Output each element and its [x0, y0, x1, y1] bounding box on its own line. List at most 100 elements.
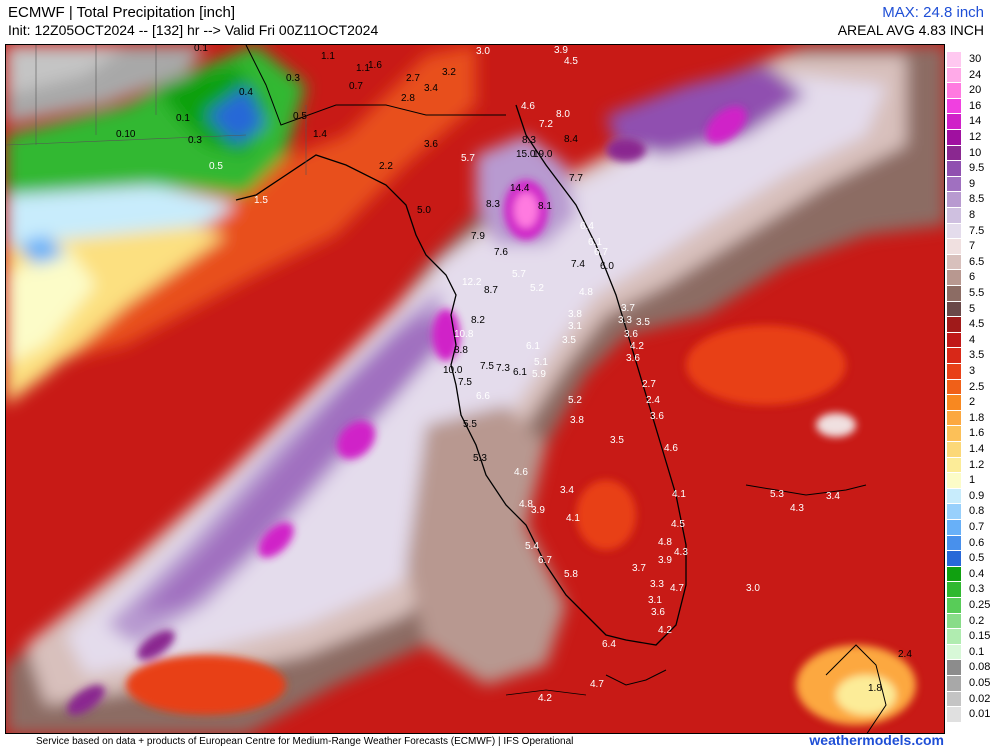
map-value-label: 4.1 [672, 489, 686, 500]
map-value-label: 3.5 [636, 317, 650, 328]
map-value-label: 6.4 [580, 221, 594, 232]
legend-entry: 1.8 [947, 410, 1000, 426]
legend-swatch [947, 551, 961, 566]
legend-label: 8.5 [969, 193, 985, 206]
legend-label: 9 [969, 177, 976, 190]
legend-label: 1.4 [969, 443, 985, 455]
legend-swatch [947, 457, 961, 473]
map-value-label: 0.1 [194, 44, 208, 54]
map-value-label: 2.2 [379, 161, 393, 172]
legend-swatch [947, 629, 961, 644]
map-value-label: 4.8 [579, 287, 593, 298]
legend-swatch [947, 348, 961, 363]
legend-swatch [947, 379, 961, 395]
legend-swatch [947, 395, 961, 410]
legend-entry: 0.1 [947, 644, 1000, 660]
map-value-label: 8.2 [471, 315, 485, 326]
legend-label: 24 [969, 68, 982, 81]
legend-label: 1.8 [969, 411, 985, 424]
legend-swatch [947, 114, 961, 129]
map-value-label: 4.3 [674, 547, 688, 558]
legend-entry: 1.6 [947, 426, 1000, 441]
keys-outline [605, 669, 667, 686]
legend-entry: 3.5 [947, 348, 1000, 363]
map-value-label: 5.7 [512, 269, 526, 280]
legend-entry: 0.4 [947, 566, 1000, 582]
map-value-label: 3.9 [531, 505, 545, 516]
max-value: MAX: 24.8 inch [882, 4, 984, 21]
legend-swatch [947, 488, 961, 504]
map-value-label: 5.9 [532, 369, 546, 380]
legend-entry: 2 [947, 395, 1000, 410]
legend-entry: 8.5 [947, 192, 1000, 207]
legend-entry: 2.5 [947, 379, 1000, 395]
legend-swatch [947, 98, 961, 114]
map-value-label: 19.0 [533, 149, 553, 160]
legend-label: 2.5 [969, 380, 985, 393]
map-value-label: 4.7 [590, 679, 604, 690]
legend-swatch [947, 520, 961, 535]
legend-label: 0.7 [969, 521, 985, 533]
legend-entry: 7 [947, 239, 1000, 254]
map-value-label: 3.3 [650, 579, 664, 590]
legend-entry: 6 [947, 270, 1000, 285]
legend-entry: 0.08 [947, 660, 1000, 675]
legend-swatch [947, 660, 961, 675]
legend-swatch [947, 442, 961, 457]
map-value-label: 4.2 [538, 693, 552, 704]
map-value-label: 3.7 [621, 303, 635, 314]
legend-entry: 12 [947, 130, 1000, 145]
map-value-label: 3.6 [651, 607, 665, 618]
map-value-label: 8.7 [484, 285, 498, 296]
legend-label: 0.02 [969, 692, 991, 705]
map-value-label: 3.3 [618, 315, 632, 326]
map-value-label: 4.8 [519, 499, 533, 510]
map-value-label: 0.7 [349, 81, 363, 92]
legend-swatch [947, 223, 961, 239]
legend-entry: 3 [947, 364, 1000, 379]
legend-label: 5 [969, 302, 976, 315]
legend-swatch [947, 426, 961, 441]
map-value-label: 3.1 [648, 595, 662, 606]
legend-label: 20 [969, 84, 982, 97]
map-value-label: 4.2 [630, 341, 644, 352]
map-value-label: 7.4 [571, 259, 585, 270]
map-value-label: 6.0 [600, 261, 614, 272]
map-value-label: 4.2 [658, 625, 672, 636]
map-value-label: 6.7 [594, 247, 608, 258]
legend-label: 8 [969, 209, 976, 221]
map-value-label: 5.3 [770, 489, 784, 500]
legend-swatch [947, 504, 961, 519]
legend-entry: 1.2 [947, 457, 1000, 473]
map-value-label: 5.2 [568, 395, 582, 406]
legend-label: 0.01 [969, 708, 991, 721]
map-value-label: 7.9 [471, 231, 485, 242]
legend-swatch [947, 239, 961, 254]
legend-label: 0.1 [969, 645, 985, 658]
map-value-label: 5.8 [564, 569, 578, 580]
map-value-label: 15.0 [516, 149, 536, 160]
legend-label: 0.08 [969, 661, 991, 674]
map-value-label: 1.8 [868, 683, 882, 694]
legend-swatch [947, 286, 961, 301]
map-value-label: 4.7 [670, 583, 684, 594]
brand-link[interactable]: weathermodels.com [809, 732, 944, 748]
map-value-label: 3.6 [624, 329, 638, 340]
map-value-label: 3.4 [560, 485, 574, 496]
legend-entry: 0.02 [947, 691, 1000, 707]
legend-entry: 5 [947, 301, 1000, 317]
cuba-outline [825, 644, 887, 733]
legend-label: 0.15 [969, 630, 991, 643]
map-value-label: 2.8 [401, 93, 415, 104]
legend-label: 0.2 [969, 614, 985, 627]
legend-label: 1 [969, 474, 976, 487]
legend-label: 2 [969, 396, 976, 409]
legend-label: 0.5 [969, 552, 985, 565]
florida-coastline [235, 104, 687, 646]
legend-label: 0.25 [969, 599, 991, 611]
legend-label: 6.5 [969, 255, 985, 268]
legend-swatch [947, 691, 961, 707]
map-value-label: 1.1 [356, 63, 370, 74]
map-value-label: 4.6 [514, 467, 528, 478]
legend-swatch [947, 473, 961, 488]
